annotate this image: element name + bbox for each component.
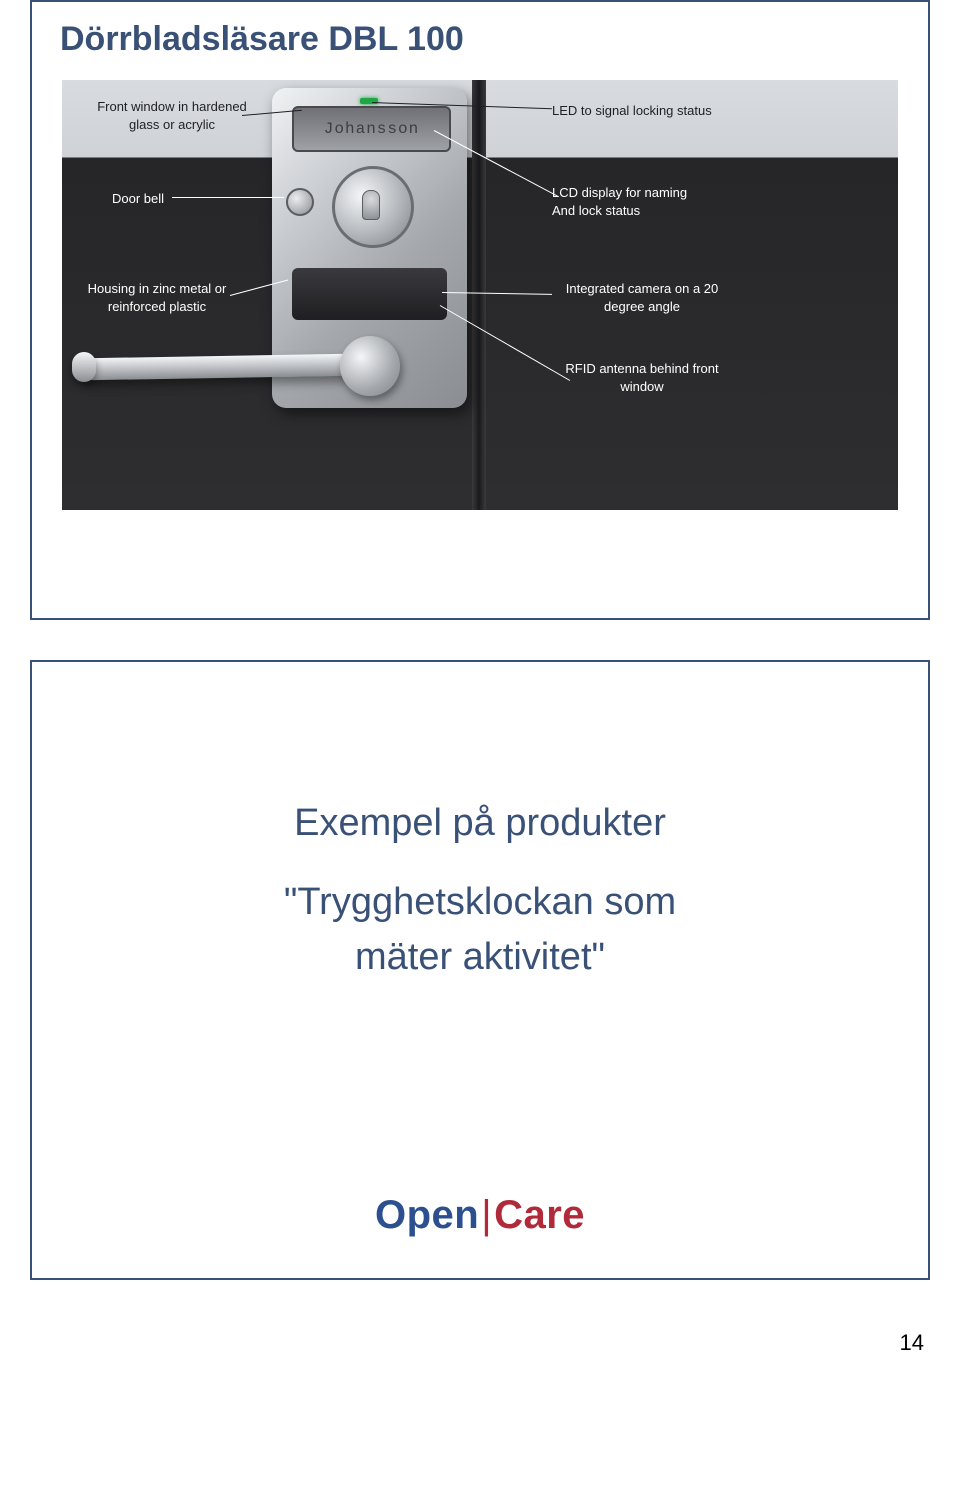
doorbell-button [286, 188, 314, 216]
opencare-logo: Open|Care [375, 1193, 585, 1238]
handle-end [72, 352, 96, 382]
lock-body: Johansson [272, 88, 467, 408]
slide2-heading: Exempel på produkter [72, 802, 888, 845]
logo-bar: | [479, 1193, 494, 1237]
slide-example-products: Exempel på produkter "Trygghetsklockan s… [30, 660, 930, 1280]
annot-doorbell: Door bell [112, 190, 164, 208]
annot-led: LED to signal locking status [552, 102, 712, 120]
annot-housing: Housing in zinc metal orreinforced plast… [72, 280, 242, 315]
annot-lcd-line1: LCD display for naming [552, 184, 687, 202]
logo-open: Open [375, 1193, 479, 1237]
annot-front-window: Front window in hardenedglass or acrylic [92, 98, 252, 133]
quote-line-1: "Trygghetsklockan som [72, 875, 888, 930]
handle-base [340, 336, 400, 396]
slide2-content: Exempel på produkter "Trygghetsklockan s… [32, 662, 928, 985]
keyhole [362, 190, 380, 220]
lcd-display: Johansson [292, 106, 451, 152]
slide2-quote: "Trygghetsklockan som mäter aktivitet" [72, 875, 888, 985]
leader-doorbell [172, 197, 284, 198]
annot-camera: Integrated camera on a 20degree angle [552, 280, 732, 315]
product-image-region: Johansson Front window in hardenedglass … [62, 80, 898, 510]
page-number: 14 [0, 1320, 960, 1376]
lock-unit-illustration: Johansson [272, 80, 532, 510]
slide-product-diagram: Dörrbladsläsare DBL 100 Johansson Front … [30, 0, 930, 620]
quote-line-2: mäter aktivitet" [72, 930, 888, 985]
annot-rfid: RFID antenna behind frontwindow [552, 360, 732, 395]
door-rail [472, 80, 486, 510]
handle-bar [82, 354, 352, 381]
logo-care: Care [494, 1193, 585, 1237]
rfid-plate [292, 268, 447, 320]
slide1-title: Dörrbladsläsare DBL 100 [32, 2, 928, 59]
annot-lcd-line2: And lock status [552, 202, 640, 220]
